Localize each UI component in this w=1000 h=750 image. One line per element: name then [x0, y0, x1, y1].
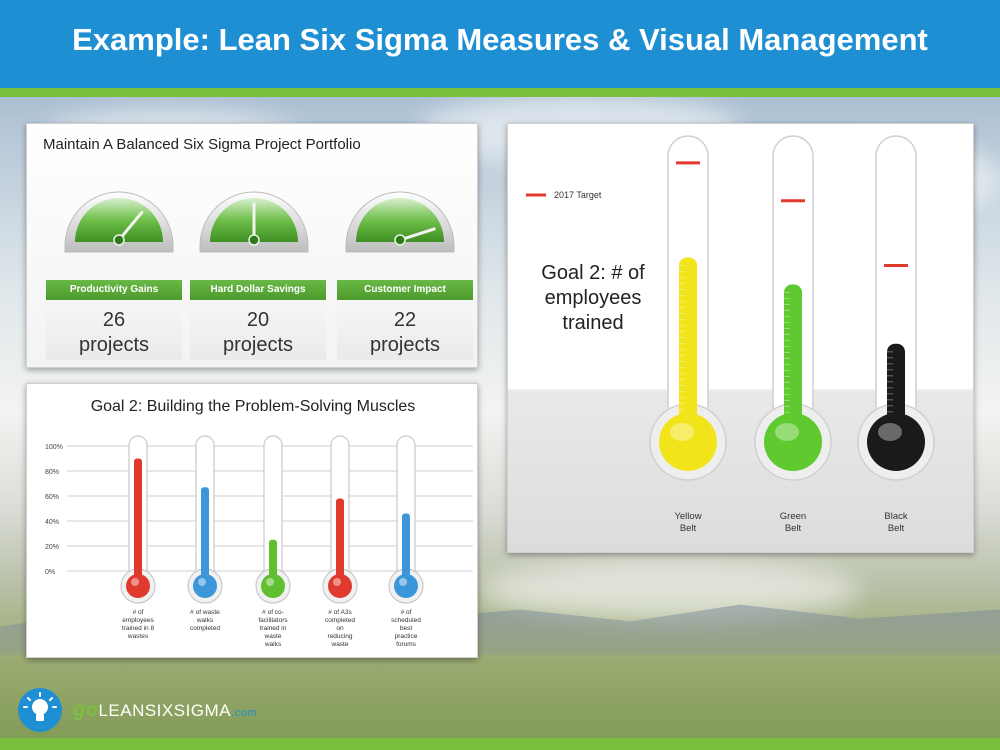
productivity-count: 26 [102, 309, 126, 331]
belt-title-line-3: trained [562, 312, 624, 334]
hard-dollar-label: Hard Dollar Savings [190, 280, 326, 300]
category-label: wastes [127, 633, 149, 640]
category-label: # of co- [262, 609, 284, 616]
category-label: reducing [328, 633, 353, 640]
productivity-value: 26 projects [46, 304, 182, 360]
category-label: waste [264, 633, 282, 640]
hard-dollar-value: 20 projects [190, 304, 326, 360]
header-bar: Example: Lean Six Sigma Measures & Visua… [0, 0, 1000, 88]
thermometer-bulb [867, 413, 925, 471]
bulb-highlight [198, 578, 206, 586]
problem-solving-panel: 0% 20% 40% 60% 80% 100% # of employees trained i… [26, 383, 478, 658]
y-tick-label: 40% [45, 519, 59, 526]
category-label: Belt [785, 523, 802, 534]
thermometer-bar [679, 257, 697, 434]
logo-text: goLEANSIXSIGMA.com [73, 699, 257, 722]
y-tick-label: 0% [45, 569, 55, 576]
bulb-highlight [333, 578, 341, 586]
productivity-unit: projects [78, 334, 150, 356]
bulb-highlight [775, 423, 799, 441]
bulb-highlight [131, 578, 139, 586]
thermometer-bar [402, 513, 410, 586]
bulb-highlight [266, 578, 274, 586]
category-label: waste [331, 641, 349, 648]
category-label: employees [122, 617, 154, 624]
category-label: Black [884, 511, 907, 522]
thermometer-bulb [261, 574, 285, 598]
customer-impact-count: 22 [393, 309, 417, 331]
category-label: Green [780, 511, 806, 522]
y-tick-label: 100% [45, 444, 63, 451]
bulb-highlight [399, 578, 407, 586]
belt-title-line-2: employees [544, 287, 642, 309]
hard-dollar-unit: projects [222, 334, 294, 356]
problem-solving-title: Goal 2: Building the Problem-Solving Mus… [90, 398, 416, 415]
belt-training-panel: 2017 Target Yellow Belt Green Belt Black Belt … [507, 123, 974, 553]
category-label: forums [396, 641, 417, 648]
hard-dollar-count: 20 [246, 309, 270, 331]
legend-label: 2017 Target [554, 190, 602, 200]
category-label: trained in 8 [122, 625, 155, 632]
category-label: facilitators [258, 617, 288, 624]
y-tick-label: 60% [45, 494, 59, 501]
logo-name: LEANSIXSIGMA [98, 701, 232, 720]
customer-impact-value: 22 projects [337, 304, 473, 360]
customer-impact-label: Customer Impact [337, 280, 473, 300]
thermometer-bar [887, 343, 905, 434]
bulb-highlight [670, 423, 694, 441]
belt-title-line-1: Goal 2: # of [541, 262, 645, 284]
thermometer-bar [784, 284, 802, 434]
footer-accent-bar [0, 738, 1000, 750]
y-tick-label: 20% [45, 544, 59, 551]
category-label: practice [395, 633, 418, 640]
category-label: on [336, 625, 344, 632]
category-label: best [400, 625, 412, 632]
lightbulb-icon [18, 688, 62, 732]
goleansixsigma-logo: goLEANSIXSIGMA.com [18, 688, 318, 732]
category-label: Belt [888, 523, 905, 534]
category-label: completed [190, 625, 220, 632]
customer-impact-gauge [345, 191, 455, 253]
category-label: scheduled [391, 617, 421, 624]
thermometer-bar [336, 498, 344, 586]
y-tick-label: 80% [45, 469, 59, 476]
thermometer-bar [134, 458, 142, 586]
gauge-needle [117, 210, 144, 242]
gauge-needle [398, 227, 436, 242]
category-label: # of [401, 609, 412, 616]
header-accent-bar [0, 88, 1000, 97]
thermometer-bulb [193, 574, 217, 598]
category-label: # of [133, 609, 144, 616]
thermometer-bulb [764, 413, 822, 471]
category-label: completed [325, 617, 355, 624]
productivity-gauge [64, 191, 174, 253]
belt-training-title: Goal 2: # of employees trained [518, 261, 668, 336]
hard-dollar-gauge [199, 191, 309, 253]
category-label: # of A3s [328, 609, 352, 616]
portfolio-title: Maintain A Balanced Six Sigma Project Po… [43, 136, 361, 153]
category-label: Yellow [674, 511, 701, 522]
bulb-highlight [878, 423, 902, 441]
thermometer-bulb [126, 574, 150, 598]
thermometer-bar [201, 487, 209, 586]
logo-go: go [73, 699, 99, 721]
thermometer-bulb [394, 574, 418, 598]
logo-domain: .com [231, 707, 257, 719]
category-label: walks [264, 641, 282, 648]
category-label: trained in [260, 625, 287, 632]
productivity-label: Productivity Gains [46, 280, 182, 300]
thermometer-bulb [659, 413, 717, 471]
customer-impact-unit: projects [369, 334, 441, 356]
category-label: Belt [680, 523, 697, 534]
portfolio-panel: Maintain A Balanced Six Sigma Project Po… [26, 123, 478, 368]
category-label: # of waste [190, 609, 220, 616]
category-label: walks [196, 617, 214, 624]
page-title: Example: Lean Six Sigma Measures & Visua… [72, 22, 928, 57]
thermometer-bulb [328, 574, 352, 598]
